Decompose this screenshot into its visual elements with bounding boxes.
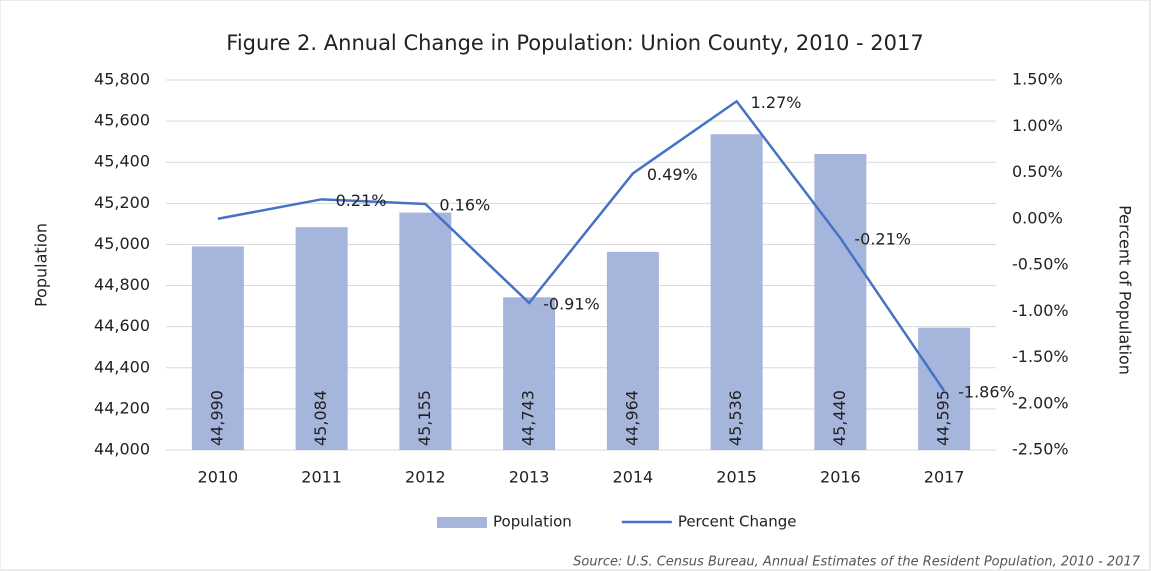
y-tick-label: 45,600 — [94, 111, 150, 130]
y2-tick-label: 0.50% — [1012, 162, 1063, 181]
bar-value-label: 44,595 — [934, 390, 953, 446]
line-value-label: 0.16% — [439, 195, 490, 214]
chart-title: Figure 2. Annual Change in Population: U… — [226, 31, 923, 55]
bar-value-label: 45,084 — [311, 390, 330, 446]
x-tick-label: 2010 — [198, 468, 239, 487]
y2-tick-label: 0.00% — [1012, 208, 1063, 227]
y2-tick-label: -2.50% — [1012, 440, 1069, 459]
y2-tick-label: -1.00% — [1012, 301, 1069, 320]
bar — [710, 134, 763, 450]
line-value-label: -0.21% — [854, 230, 911, 249]
x-tick-label: 2015 — [716, 468, 757, 487]
legend-swatch — [437, 517, 487, 528]
y-tick-label: 45,400 — [94, 152, 150, 171]
line-value-label: -1.86% — [958, 382, 1015, 401]
y-tick-label: 44,400 — [94, 357, 150, 376]
bar-value-label: 45,536 — [726, 390, 745, 446]
y2-axis-title: Percent of Population — [1116, 205, 1135, 375]
y2-tick-label: -1.50% — [1012, 347, 1069, 366]
x-tick-label: 2012 — [405, 468, 446, 487]
legend-label: Percent Change — [678, 513, 797, 531]
line — [217, 99, 946, 392]
bar — [606, 251, 659, 450]
bar — [295, 227, 348, 450]
bar — [814, 154, 867, 450]
x-tick-label: 2014 — [613, 468, 654, 487]
y-tick-label: 45,800 — [94, 70, 150, 89]
y2-tick-label: 1.00% — [1012, 116, 1063, 135]
bar — [503, 297, 556, 450]
x-tick-label: 2013 — [509, 468, 550, 487]
x-tick-label: 2016 — [820, 468, 861, 487]
bar-value-label: 45,440 — [830, 390, 849, 446]
bar-value-label: 44,743 — [519, 390, 538, 446]
x-tick-label: 2017 — [924, 468, 965, 487]
y-tick-label: 45,200 — [94, 193, 150, 212]
bar-value-label: 44,964 — [622, 390, 641, 446]
y-tick-label: 45,000 — [94, 234, 150, 253]
y-axis-title: Population — [32, 223, 51, 307]
y2-tick-label: -2.00% — [1012, 393, 1069, 412]
line-value-label: -0.91% — [543, 294, 600, 313]
line-value-label: 1.27% — [751, 93, 802, 112]
line-value-label: 0.49% — [647, 165, 698, 184]
y-tick-label: 44,000 — [94, 440, 150, 459]
y-tick-label: 44,800 — [94, 275, 150, 294]
y2-tick-label: 1.50% — [1012, 70, 1063, 89]
x-tick-label: 2011 — [301, 468, 342, 487]
line-value-label: 0.21% — [336, 191, 387, 210]
y-tick-label: 44,200 — [94, 398, 150, 417]
y-tick-label: 44,600 — [94, 316, 150, 335]
bar — [191, 246, 244, 450]
legend-label: Population — [493, 513, 572, 531]
y2-tick-label: -0.50% — [1012, 255, 1069, 274]
bar — [399, 212, 452, 450]
bar-value-label: 45,155 — [415, 390, 434, 446]
source-note: Source: U.S. Census Bureau, Annual Estim… — [573, 555, 1141, 570]
bar-value-label: 44,990 — [207, 390, 226, 446]
